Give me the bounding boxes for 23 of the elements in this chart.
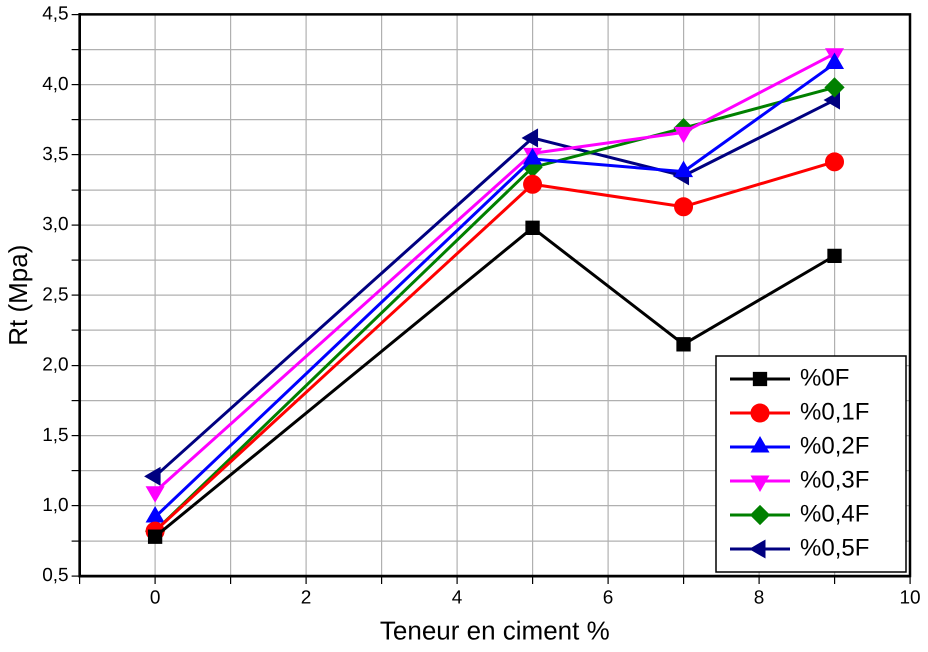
y-tick-label: 2,5 xyxy=(42,284,69,306)
y-tick-label: 2,0 xyxy=(42,354,69,376)
x-tick-label: 2 xyxy=(300,588,312,609)
y-tick-label: 3,0 xyxy=(42,214,69,236)
legend-label: %0,2F xyxy=(800,432,870,460)
y-tick-label: 3,5 xyxy=(42,144,69,166)
x-axis-title: Teneur en ciment % xyxy=(380,616,610,646)
legend-label: %0,4F xyxy=(800,500,870,528)
y-axis-title: Rt (Mpa) xyxy=(2,244,33,346)
legend-label: %0,1F xyxy=(800,398,870,426)
legend-label: %0F xyxy=(800,364,850,392)
y-tick-label: 0,5 xyxy=(42,565,69,586)
x-tick-label: 10 xyxy=(899,588,921,609)
legend-label: %0,3F xyxy=(800,466,870,494)
x-tick-label: 6 xyxy=(602,588,614,609)
y-tick-label: 1,0 xyxy=(42,495,69,516)
y-tick-label: 4,5 xyxy=(42,4,69,25)
x-tick-label: 8 xyxy=(754,588,764,609)
x-tick-label: 4 xyxy=(452,588,463,609)
y-tick-label: 4,0 xyxy=(42,74,69,95)
x-tick-label: 0 xyxy=(150,588,160,609)
legend-label: %0,5F xyxy=(800,534,870,562)
y-tick-label: 1,5 xyxy=(42,424,69,446)
